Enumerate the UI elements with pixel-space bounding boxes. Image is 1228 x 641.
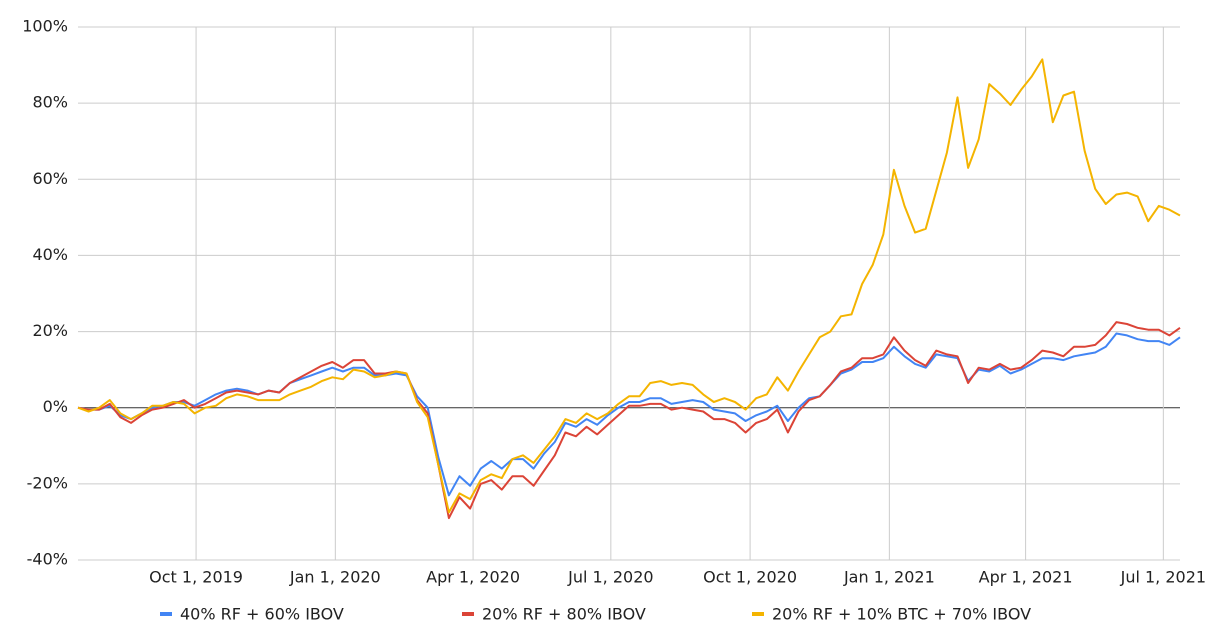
y-tick-label: 40% xyxy=(32,245,68,264)
legend-label: 20% RF + 80% IBOV xyxy=(482,605,646,624)
x-tick-label: Jul 1, 2020 xyxy=(567,568,653,587)
x-tick-label: Jan 1, 2020 xyxy=(289,568,381,587)
legend-label: 20% RF + 10% BTC + 70% IBOV xyxy=(772,605,1031,624)
x-tick-label: Jan 1, 2021 xyxy=(843,568,935,587)
x-tick-label: Oct 1, 2019 xyxy=(149,568,243,587)
legend-swatch xyxy=(160,612,172,616)
legend-swatch xyxy=(462,612,474,616)
y-tick-label: 20% xyxy=(32,321,68,340)
y-tick-label: 0% xyxy=(43,397,68,416)
series-line xyxy=(77,321,1181,520)
legend-label: 40% RF + 60% IBOV xyxy=(180,605,344,624)
series-line xyxy=(77,332,1181,497)
y-tick-label: 80% xyxy=(32,93,68,112)
x-tick-label: Apr 1, 2020 xyxy=(426,568,520,587)
y-tick-label: 100% xyxy=(22,17,68,36)
series-line xyxy=(77,58,1181,514)
y-tick-label: 60% xyxy=(32,169,68,188)
x-tick-label: Oct 1, 2020 xyxy=(703,568,797,587)
x-tick-label: Jul 1, 2021 xyxy=(1120,568,1206,587)
legend-swatch xyxy=(752,612,764,616)
y-tick-label: -40% xyxy=(27,550,68,569)
y-tick-label: -20% xyxy=(27,473,68,492)
x-tick-label: Apr 1, 2021 xyxy=(979,568,1073,587)
